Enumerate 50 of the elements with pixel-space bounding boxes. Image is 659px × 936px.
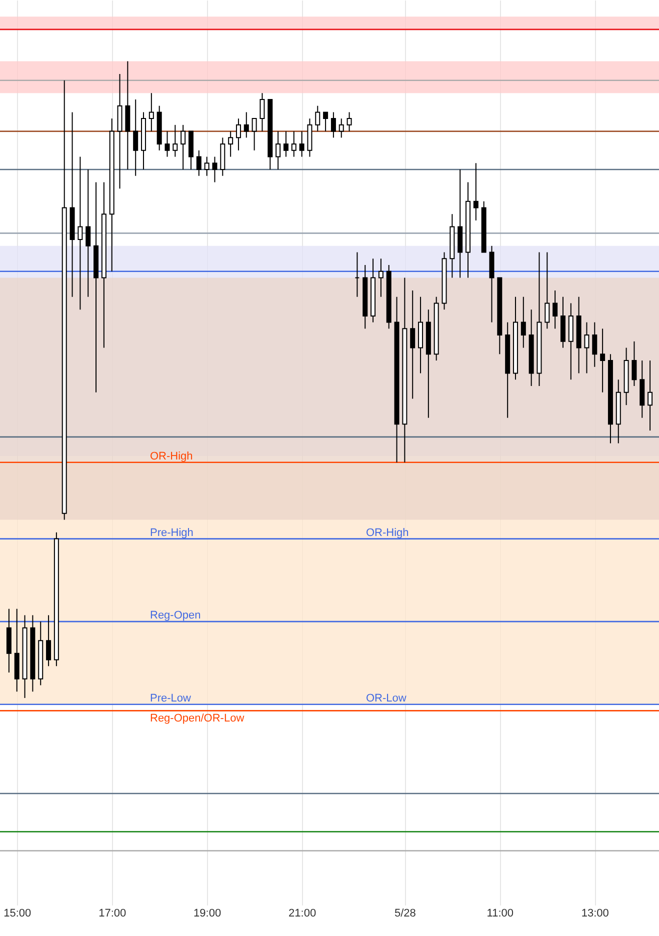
candlestick [46,614,52,667]
candlestick [299,130,304,158]
x-tick-label: 19:00 [194,908,222,920]
candlestick [315,105,320,132]
candlestick [180,124,186,170]
candlestick [236,118,241,151]
candlestick [172,124,178,158]
candlestick [552,290,558,330]
candlestick [133,98,138,176]
x-tick-label: 5/28 [394,908,416,920]
ref-line-label: OR-High [150,450,193,462]
ref-line-label: Reg-Open [150,610,201,622]
candlestick [592,322,598,368]
candlestick [291,130,296,158]
x-tick-label: 17:00 [98,908,126,920]
candlestick [323,112,328,132]
candlestick [520,296,526,348]
candlestick [338,118,344,138]
candlestick [252,118,257,151]
candlestick [86,168,91,298]
candlestick [212,156,218,183]
candlestick [632,340,637,386]
candlestick [260,92,265,132]
candlestick [164,130,170,158]
candlestick [600,328,606,393]
candlestick [204,156,210,176]
candlestick [196,150,202,176]
annotation: OR-Low [366,692,406,704]
ref-line-label: Reg-Open/OR-Low [150,712,244,725]
candlestick [648,360,653,432]
candlestick [473,162,478,221]
candlestick [410,290,416,400]
candlestick [244,112,249,138]
candlestick [148,92,154,132]
candlestick [346,112,352,132]
x-tick-label: 11:00 [486,908,514,920]
candlestick [378,258,384,298]
annotation: OR-High [366,526,409,539]
x-tick-label: 15:00 [4,908,32,920]
x-tick-label: 13:00 [581,908,609,920]
candlestick [283,130,288,158]
candlestick [584,322,590,374]
candlestick [78,156,83,310]
x-tick-label: 21:00 [288,908,316,920]
candlestick [330,112,336,138]
ref-line-label: Pre-Low [150,692,192,704]
ref-line-label: Pre-High [150,526,194,539]
candlestick [276,130,281,170]
candlestick [228,130,234,158]
candlestick [544,252,550,330]
